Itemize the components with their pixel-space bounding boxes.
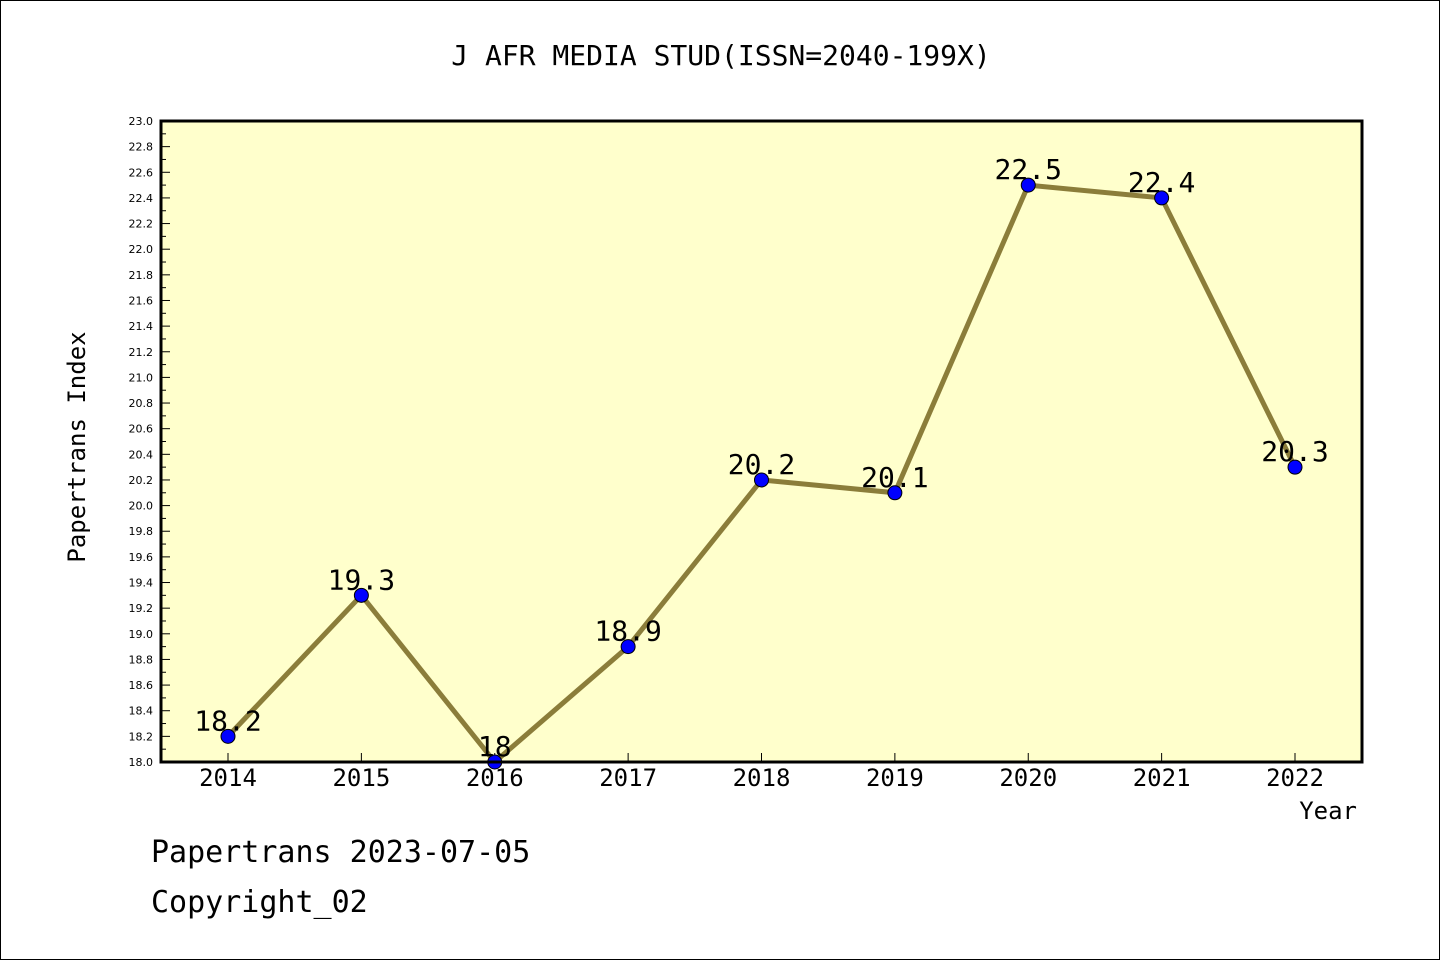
data-point-marker	[1154, 190, 1170, 206]
data-point-marker	[220, 728, 236, 744]
plot-background	[161, 121, 1362, 762]
y-tick-label: 18.6	[129, 679, 154, 692]
data-point-marker	[353, 587, 369, 603]
x-tick-label: 2015	[332, 764, 390, 792]
y-tick-label: 21.8	[129, 269, 154, 282]
data-point-marker	[1020, 177, 1036, 193]
y-tick-label: 19.6	[129, 551, 154, 564]
y-tick-label: 18.4	[129, 705, 154, 718]
data-label: 19.3	[328, 563, 395, 596]
data-label: 18.9	[594, 615, 661, 648]
data-point-marker	[754, 472, 769, 488]
y-tick-label: 22.0	[129, 243, 154, 256]
x-tick-label: 2019	[866, 764, 924, 792]
x-tick-label: 2018	[733, 764, 791, 792]
data-point-marker	[1287, 459, 1303, 475]
data-label: 18	[478, 730, 512, 763]
y-tick-label: 20.0	[129, 500, 154, 513]
y-tick-label: 20.8	[129, 397, 154, 410]
x-tick-label: 2014	[199, 764, 257, 792]
y-tick-label: 22.8	[129, 141, 154, 154]
footer-copyright: Copyright_02	[151, 885, 368, 920]
y-tick-label: 20.2	[129, 474, 154, 487]
y-tick-label: 21.6	[129, 294, 154, 307]
data-point-marker	[620, 639, 636, 655]
y-tick-label: 22.6	[129, 166, 154, 179]
y-tick-label: 23.0	[129, 115, 154, 128]
y-tick-label: 20.4	[129, 448, 154, 461]
data-label: 18.2	[194, 704, 261, 737]
y-tick-label: 18.2	[129, 730, 154, 743]
y-tick-label: 22.2	[129, 218, 154, 231]
data-label: 20.2	[728, 448, 795, 481]
x-tick-label: 2022	[1266, 764, 1324, 792]
y-tick-label: 21.0	[129, 371, 154, 384]
chart-title: J AFR MEDIA STUD(ISSN=2040-199X)	[451, 39, 991, 72]
x-tick-label: 2020	[999, 764, 1057, 792]
y-tick-label: 19.8	[129, 525, 154, 538]
data-label: 22.4	[1128, 166, 1195, 199]
data-label: 20.1	[861, 461, 928, 494]
x-tick-label: 2017	[599, 764, 657, 792]
y-tick-label: 19.0	[129, 628, 154, 641]
x-tick-label: 2021	[1133, 764, 1191, 792]
footer-date: Papertrans 2023-07-05	[151, 835, 531, 870]
data-label: 20.3	[1261, 435, 1328, 468]
y-tick-label: 18.8	[129, 653, 154, 666]
y-axis-title: Papertrans Index	[63, 331, 91, 563]
data-point-marker	[887, 485, 903, 501]
y-tick-label: 21.4	[129, 320, 154, 333]
data-label: 22.5	[995, 153, 1062, 186]
plot-frame	[159, 119, 1364, 764]
y-tick-label: 19.4	[129, 577, 154, 590]
y-tick-label: 21.2	[129, 346, 154, 359]
y-tick-label: 19.2	[129, 602, 154, 615]
y-tick-label: 18.0	[129, 756, 154, 769]
y-tick-label: 22.4	[129, 192, 154, 205]
y-tick-label: 20.6	[129, 423, 154, 436]
x-axis-title: Year	[1299, 797, 1357, 825]
